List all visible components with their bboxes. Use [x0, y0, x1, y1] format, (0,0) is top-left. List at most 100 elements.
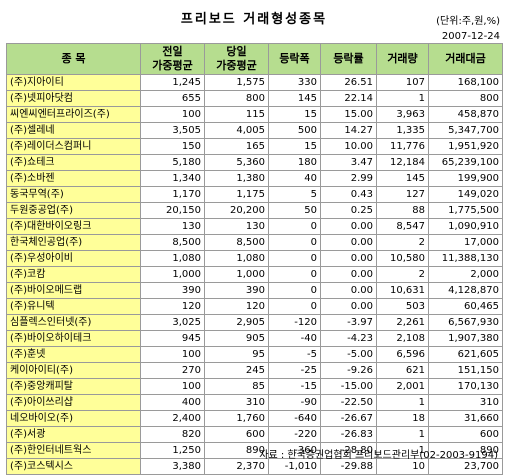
- prev-avg-cell: 270: [140, 362, 205, 379]
- table-row: (주)셀레네 3,505 4,005 500 14.27 1,335 5,347,700: [6, 122, 503, 139]
- amount-cell: 600: [428, 426, 503, 443]
- amount-cell: 65,239,100: [428, 154, 503, 171]
- date-label: 2007-12-24: [441, 31, 500, 42]
- table-row: (주)아이쓰리샵 400 310 -90 -22.50 1 310: [6, 394, 503, 411]
- amount-cell: 168,100: [428, 74, 503, 91]
- table-row: 씨엔씨엔터프라이즈(주) 100 115 15 15.00 3,963 458,870: [6, 106, 503, 123]
- today-avg-cell: 95: [204, 346, 269, 363]
- trading-table: 종 목 전일 가중평균 당일 가중평균 등락폭 등락률 거래량 거래대금 (주)…: [6, 43, 503, 475]
- prev-avg-cell: 100: [140, 106, 205, 123]
- header-today-avg: 당일 가중평균: [204, 43, 269, 75]
- amount-cell: 5,347,700: [428, 122, 503, 139]
- header-change: 등락폭: [268, 43, 321, 75]
- amount-cell: 31,660: [428, 410, 503, 427]
- amount-cell: 6,567,930: [428, 314, 503, 331]
- volume-cell: 10,631: [376, 282, 429, 299]
- stock-name-cell: (주)우성아이비: [6, 250, 141, 267]
- amount-cell: 1,951,920: [428, 138, 503, 155]
- volume-cell: 2: [376, 234, 429, 251]
- prev-avg-cell: 1,250: [140, 442, 205, 459]
- prev-avg-cell: 8,500: [140, 234, 205, 251]
- table-row: 케이아이티(주) 270 245 -25 -9.26 621 151,150: [6, 362, 503, 379]
- amount-cell: 458,870: [428, 106, 503, 123]
- amount-cell: 11,388,130: [428, 250, 503, 267]
- change-cell: -120: [268, 314, 321, 331]
- volume-cell: 1: [376, 442, 429, 459]
- header-volume: 거래량: [376, 43, 429, 75]
- change-cell: 145: [268, 90, 321, 107]
- stock-name-cell: 케이아이티(주): [6, 362, 141, 379]
- change-rate-cell: 0.00: [320, 250, 377, 267]
- change-rate-cell: -9.26: [320, 362, 377, 379]
- volume-cell: 12,184: [376, 154, 429, 171]
- volume-cell: 8,547: [376, 218, 429, 235]
- prev-avg-cell: 1,080: [140, 250, 205, 267]
- amount-cell: 149,020: [428, 186, 503, 203]
- table-row: (주)대한바이오링크 130 130 0 0.00 8,547 1,090,910: [6, 218, 503, 235]
- change-rate-cell: -4.23: [320, 330, 377, 347]
- volume-cell: 88: [376, 202, 429, 219]
- today-avg-cell: 120: [204, 298, 269, 315]
- stock-name-cell: (주)코캄: [6, 266, 141, 283]
- table-row: (주)레이더스컴퍼니 150 165 15 10.00 11,776 1,951,920: [6, 138, 503, 155]
- volume-cell: 503: [376, 298, 429, 315]
- prev-avg-cell: 1,000: [140, 266, 205, 283]
- volume-cell: 3,963: [376, 106, 429, 123]
- unit-note: (단위:주,원,%): [436, 16, 500, 27]
- change-cell: -220: [268, 426, 321, 443]
- volume-cell: 621: [376, 362, 429, 379]
- volume-cell: 1: [376, 426, 429, 443]
- amount-cell: 60,465: [428, 298, 503, 315]
- change-cell: 0: [268, 266, 321, 283]
- table-row: (주)중앙캐피탈 100 85 -15 -15.00 2,001 170,130: [6, 378, 503, 395]
- stock-name-cell: (주)지아이티: [6, 74, 141, 91]
- stock-name-cell: 동국무역(주): [6, 186, 141, 203]
- amount-cell: 800: [428, 90, 503, 107]
- change-cell: 330: [268, 74, 321, 91]
- today-avg-cell: 165: [204, 138, 269, 155]
- change-cell: 0: [268, 298, 321, 315]
- change-cell: 0: [268, 250, 321, 267]
- today-avg-cell: 1,000: [204, 266, 269, 283]
- stock-name-cell: 두원중공업(주): [6, 202, 141, 219]
- table-row: (주)바이오메드랩 390 390 0 0.00 10,631 4,128,870: [6, 282, 503, 299]
- today-avg-cell: 1,080: [204, 250, 269, 267]
- header-today-avg-line1: 당일: [226, 45, 247, 58]
- change-rate-cell: 15.00: [320, 106, 377, 123]
- stock-name-cell: (주)한인터네트웍스: [6, 442, 141, 459]
- table-row: 한국체인공업(주) 8,500 8,500 0 0.00 2 17,000: [6, 234, 503, 251]
- today-avg-cell: 905: [204, 330, 269, 347]
- prev-avg-cell: 1,340: [140, 170, 205, 187]
- table-row: (주)넷피아닷컴 655 800 145 22.14 1 800: [6, 90, 503, 107]
- volume-cell: 1,335: [376, 122, 429, 139]
- change-rate-cell: 0.00: [320, 282, 377, 299]
- change-rate-cell: 0.00: [320, 234, 377, 251]
- table-header-row: 종 목 전일 가중평균 당일 가중평균 등락폭 등락률 거래량 거래대금: [6, 43, 503, 75]
- today-avg-cell: 20,200: [204, 202, 269, 219]
- stock-name-cell: (주)셀레네: [6, 122, 141, 139]
- change-rate-cell: -26.83: [320, 426, 377, 443]
- header-change-rate: 등락률: [320, 43, 377, 75]
- today-avg-cell: 310: [204, 394, 269, 411]
- change-cell: -40: [268, 330, 321, 347]
- volume-cell: 2,108: [376, 330, 429, 347]
- table-title: 프리보드 거래형성종목: [0, 8, 508, 27]
- stock-name-cell: (주)아이쓰리샵: [6, 394, 141, 411]
- table-row: 동국무역(주) 1,170 1,175 5 0.43 127 149,020: [6, 186, 503, 203]
- change-cell: -15: [268, 378, 321, 395]
- change-cell: 15: [268, 138, 321, 155]
- stock-name-cell: (주)바이오하이테크: [6, 330, 141, 347]
- today-avg-cell: 85: [204, 378, 269, 395]
- amount-cell: 199,900: [428, 170, 503, 187]
- header-prev-avg-line2: 가중평균: [152, 59, 193, 72]
- table-row: (주)소바젠 1,340 1,380 40 2.99 145 199,900: [6, 170, 503, 187]
- prev-avg-cell: 3,025: [140, 314, 205, 331]
- today-avg-cell: 800: [204, 90, 269, 107]
- table-row: 네오바이오(주) 2,400 1,760 -640 -26.67 18 31,660: [6, 410, 503, 427]
- header-amount: 거래대금: [428, 43, 503, 75]
- change-cell: -25: [268, 362, 321, 379]
- header-today-avg-line2: 가중평균: [216, 59, 257, 72]
- change-rate-cell: -22.50: [320, 394, 377, 411]
- change-rate-cell: 10.00: [320, 138, 377, 155]
- prev-avg-cell: 120: [140, 298, 205, 315]
